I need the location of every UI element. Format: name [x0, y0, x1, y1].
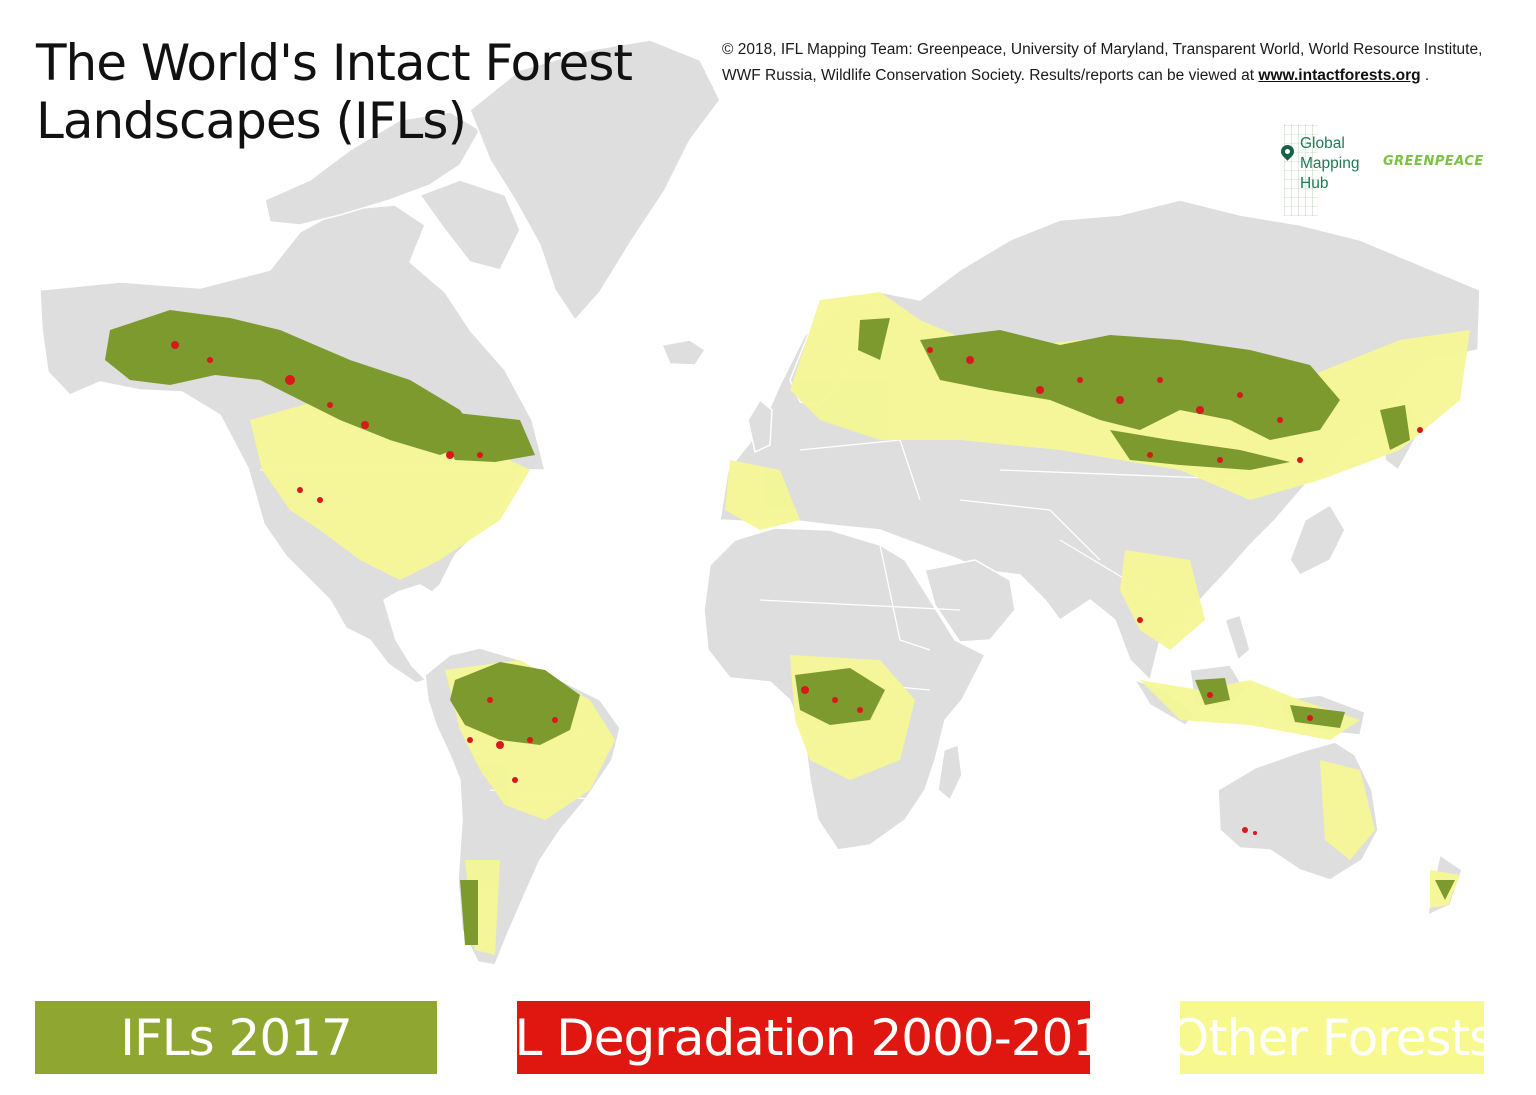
credits-line-2-suffix: . — [1424, 67, 1430, 84]
landmass-baffin-island — [419, 179, 521, 271]
landmass-arabia — [924, 559, 1016, 643]
map-title: The World's Intact Forest Landscapes (IF… — [36, 34, 633, 150]
title-line-1: The World's Intact Forest — [36, 34, 633, 92]
grid-pattern-icon — [1284, 124, 1318, 216]
global-mapping-hub-logo: Global Mapping Hub — [1278, 124, 1375, 216]
landmass-arctic-islands — [264, 111, 481, 226]
global-mapping-hub-text: Global Mapping Hub — [1300, 134, 1359, 194]
gmh-line-2: Mapping — [1300, 155, 1360, 172]
landmass-madagascar — [937, 744, 963, 801]
gmh-line-3: Hub — [1300, 175, 1329, 192]
credits-line-1: © 2018, IFL Mapping Team: Greenpeace, Un… — [722, 41, 1483, 58]
legend-other-forests: Other Forests — [1180, 1001, 1484, 1074]
landmass-japan — [1289, 504, 1346, 576]
credits-line-2-prefix: WWF Russia, Wildlife Conservation Societ… — [722, 67, 1255, 84]
title-line-2: Landscapes (IFLs) — [36, 92, 467, 150]
gmh-line-1: Global — [1300, 135, 1345, 152]
intactforests-link[interactable]: www.intactforests.org — [1258, 67, 1421, 84]
credits-line-2: WWF Russia, Wildlife Conservation Societ… — [722, 63, 1512, 89]
landmass-britain — [747, 399, 773, 453]
legend-ifl-2017: IFLs 2017 — [35, 1001, 437, 1074]
ifl-degradation-layer — [171, 341, 1423, 835]
legend-ifl-degradation: IFL Degradation 2000-2016 — [517, 1001, 1090, 1074]
landmass-philippines — [1224, 614, 1251, 661]
credits-text: © 2018, IFL Mapping Team: Greenpeace, Un… — [722, 37, 1512, 89]
greenpeace-logo: GREENPEACE — [1383, 154, 1484, 169]
landmass-iceland — [661, 339, 706, 366]
landmass-greenland — [469, 39, 721, 321]
